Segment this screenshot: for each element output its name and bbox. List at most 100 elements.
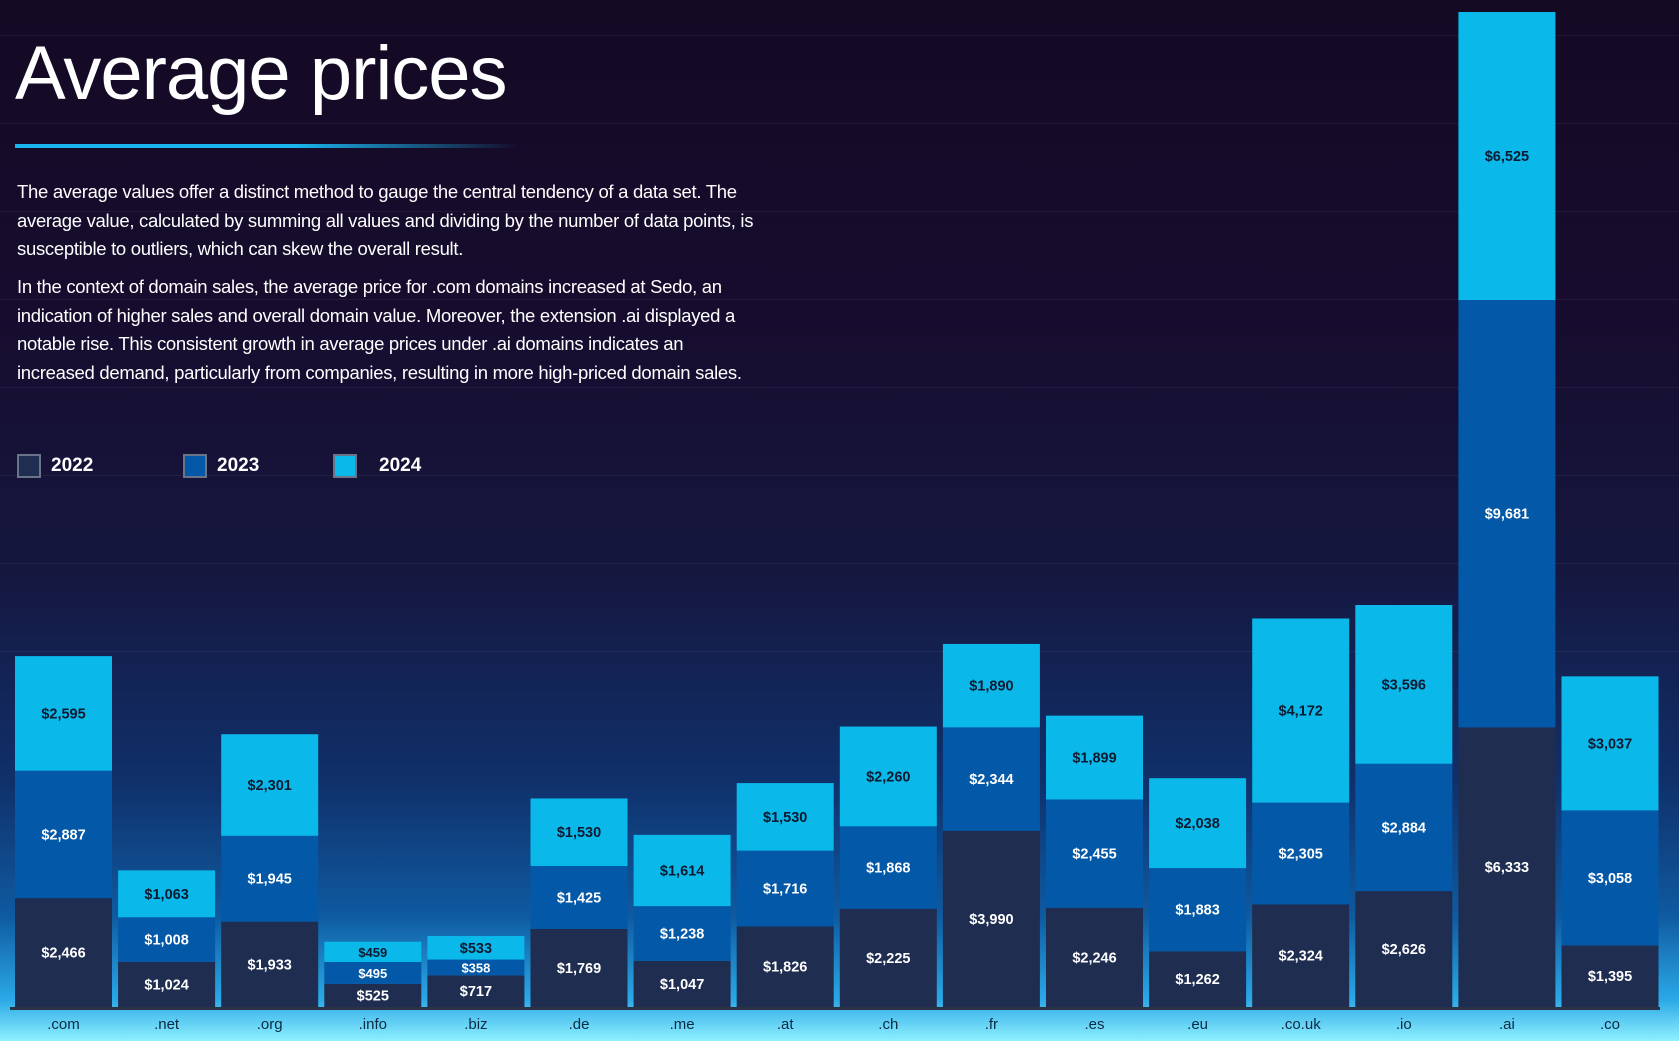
x-tick-label: .me bbox=[670, 1016, 695, 1033]
legend-label: 2023 bbox=[217, 455, 260, 476]
data-label: $3,037 bbox=[1588, 736, 1632, 752]
bar-segment-2023 bbox=[736, 850, 834, 927]
data-label: $1,530 bbox=[763, 810, 807, 826]
x-tick-label: .co.uk bbox=[1281, 1016, 1322, 1033]
legend-item-2024: 2024 bbox=[333, 454, 421, 478]
data-label: $1,262 bbox=[1175, 972, 1219, 988]
data-label: $358 bbox=[461, 960, 490, 975]
page-title: Average prices bbox=[15, 31, 508, 116]
bar-segment-2022 bbox=[118, 961, 216, 1007]
bar-segment-2023 bbox=[530, 865, 628, 929]
bar-segment-2023 bbox=[1149, 868, 1247, 952]
data-label: $1,395 bbox=[1588, 969, 1632, 985]
bar-segment-2022 bbox=[1458, 727, 1556, 1007]
x-axis-line bbox=[10, 1007, 1660, 1010]
data-label: $1,008 bbox=[144, 933, 188, 949]
x-tick-label: .info bbox=[359, 1016, 387, 1033]
data-label: $2,038 bbox=[1175, 816, 1219, 832]
data-label: $4,172 bbox=[1279, 704, 1323, 720]
x-tick-label: .net bbox=[154, 1016, 180, 1033]
legend-item-2023: 2023 bbox=[183, 454, 259, 478]
data-label: $3,990 bbox=[969, 912, 1013, 928]
bar-segment-2024 bbox=[118, 870, 216, 918]
legend-swatch bbox=[183, 454, 207, 478]
data-label: $2,344 bbox=[969, 772, 1013, 788]
bar-segment-2022 bbox=[1355, 891, 1453, 1007]
data-label: $1,945 bbox=[248, 872, 292, 888]
title-underline bbox=[15, 144, 520, 148]
data-label: $3,058 bbox=[1588, 871, 1632, 887]
data-label: $2,301 bbox=[248, 778, 292, 794]
bar-segment-2023 bbox=[221, 835, 319, 922]
x-tick-label: .io bbox=[1396, 1016, 1412, 1033]
bar-segment-2022 bbox=[324, 983, 422, 1007]
bar-segment-2023 bbox=[1561, 810, 1659, 946]
x-tick-label: .ai bbox=[1499, 1016, 1515, 1033]
bar-segment-2024 bbox=[1458, 12, 1556, 301]
bar-segment-2022 bbox=[1561, 945, 1659, 1007]
bar-segment-2024 bbox=[427, 936, 525, 960]
gridline bbox=[0, 475, 1679, 476]
bar-segment-2023 bbox=[324, 961, 422, 984]
bar-segment-2022 bbox=[839, 908, 937, 1007]
data-label: $1,024 bbox=[144, 977, 188, 993]
gridline bbox=[0, 299, 1679, 300]
data-label: $2,260 bbox=[866, 769, 910, 785]
x-tick-label: .eu bbox=[1187, 1016, 1208, 1033]
gridline bbox=[0, 563, 1679, 564]
x-tick-label: .biz bbox=[464, 1016, 487, 1033]
data-label: $525 bbox=[357, 988, 389, 1004]
bar-segment-2022 bbox=[15, 898, 112, 1007]
bar-segment-2024 bbox=[324, 941, 422, 962]
data-label: $2,626 bbox=[1382, 942, 1426, 958]
bar-segment-2022 bbox=[633, 960, 731, 1007]
bar-segment-2023 bbox=[839, 826, 937, 909]
data-label: $1,883 bbox=[1175, 903, 1219, 919]
data-label: $2,887 bbox=[41, 827, 85, 843]
bar-segment-2023 bbox=[427, 959, 525, 976]
data-label: $1,238 bbox=[660, 926, 704, 942]
x-tick-label: .fr bbox=[985, 1016, 998, 1033]
x-tick-label: .co bbox=[1600, 1016, 1620, 1033]
data-label: $9,681 bbox=[1485, 507, 1529, 523]
bar-segment-2024 bbox=[1355, 605, 1453, 764]
bar-segment-2022 bbox=[1046, 907, 1143, 1007]
legend-item-2022: 2022 bbox=[17, 454, 93, 478]
data-label: $1,899 bbox=[1072, 751, 1116, 767]
bar-segment-2024 bbox=[736, 783, 834, 851]
bar-segment-2022 bbox=[427, 975, 525, 1007]
bar-segment-2024 bbox=[1561, 676, 1659, 811]
data-label: $2,455 bbox=[1072, 847, 1116, 863]
data-label: $495 bbox=[358, 966, 387, 981]
bar-segment-2022 bbox=[530, 928, 628, 1007]
data-label: $1,425 bbox=[557, 890, 601, 906]
data-label: $1,614 bbox=[660, 864, 704, 880]
bar-segment-2023 bbox=[633, 906, 731, 961]
bar-segment-2022 bbox=[1252, 904, 1350, 1007]
data-label: $2,595 bbox=[41, 706, 85, 722]
gridline bbox=[0, 387, 1679, 388]
x-tick-label: .org bbox=[257, 1016, 283, 1033]
bar-segment-2023 bbox=[118, 917, 216, 962]
data-label: $1,868 bbox=[866, 861, 910, 877]
bar-segment-2023 bbox=[15, 770, 112, 899]
x-tick-label: .es bbox=[1084, 1016, 1104, 1033]
description-paragraph: In the context of domain sales, the aver… bbox=[17, 276, 742, 383]
data-label: $1,826 bbox=[763, 960, 807, 976]
legend-label: 2022 bbox=[51, 455, 94, 476]
gridline bbox=[0, 35, 1679, 36]
data-label: $459 bbox=[358, 945, 387, 960]
data-label: $6,333 bbox=[1485, 860, 1529, 876]
data-label: $6,525 bbox=[1485, 149, 1529, 165]
bar-segment-2024 bbox=[221, 734, 319, 836]
data-label: $1,933 bbox=[248, 957, 292, 973]
data-label: $1,047 bbox=[660, 977, 704, 993]
legend-swatch bbox=[17, 454, 41, 478]
bar-segment-2022 bbox=[736, 926, 834, 1007]
x-tick-label: .ch bbox=[878, 1016, 898, 1033]
bar-segment-2022 bbox=[942, 830, 1040, 1007]
data-label: $1,530 bbox=[557, 825, 601, 841]
legend-label: 2024 bbox=[379, 455, 422, 476]
bar-segment-2023 bbox=[1355, 763, 1453, 892]
gridline bbox=[0, 651, 1679, 652]
